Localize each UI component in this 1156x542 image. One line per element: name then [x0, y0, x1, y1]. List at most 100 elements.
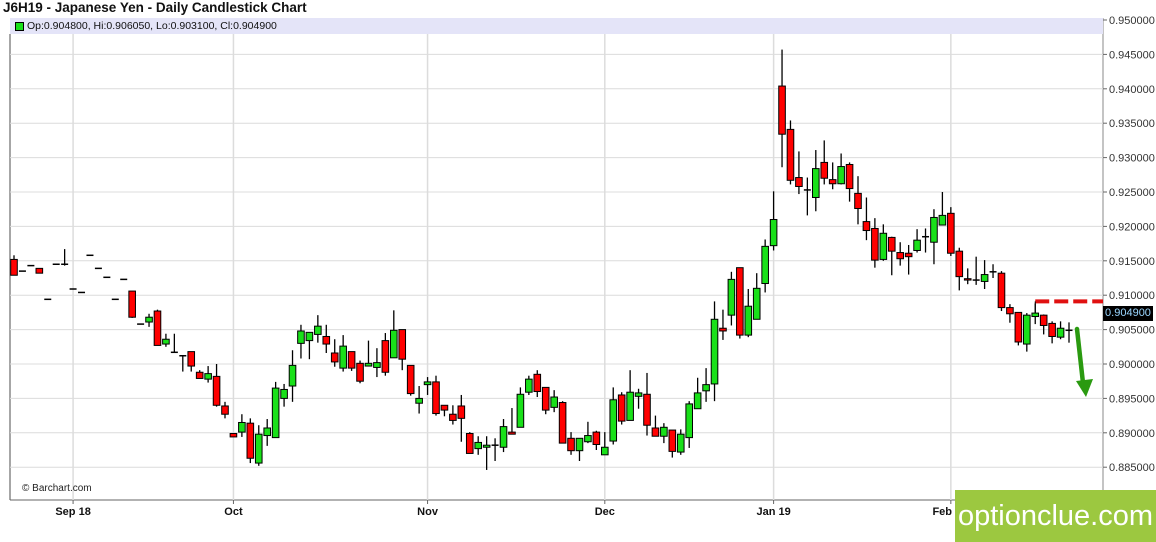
- candle-body: [1039, 314, 1048, 326]
- candle-body: [963, 278, 972, 281]
- ohlc-info-bar: Op:0.904800, Hi:0.906050, Lo:0.903100, C…: [10, 18, 1103, 34]
- candle-body: [373, 362, 381, 368]
- candle-body: [187, 351, 196, 367]
- candle-body: [930, 216, 938, 243]
- candle-body: [947, 212, 955, 254]
- candle: [955, 247, 964, 291]
- candle: [660, 423, 668, 444]
- candle: [938, 192, 947, 226]
- candle: [499, 419, 508, 453]
- candle: [339, 335, 347, 372]
- candle-body: [1056, 327, 1065, 338]
- y-tick-label: 0.900000: [1109, 359, 1155, 371]
- candle: [246, 418, 255, 464]
- ohlc-readout: Op:0.904800, Hi:0.906050, Lo:0.903100, C…: [27, 20, 277, 32]
- candle: [786, 120, 795, 185]
- candle-body: [347, 351, 356, 369]
- candle: [617, 392, 626, 425]
- candle-body: [288, 364, 297, 387]
- candle-body: [1023, 314, 1031, 345]
- annotations: [1034, 299, 1103, 397]
- candle-body: [474, 441, 482, 450]
- candle: [904, 244, 913, 275]
- candle-body: [913, 239, 921, 251]
- candle-body: [314, 325, 322, 335]
- candle-body: [1031, 312, 1040, 318]
- candle: [187, 351, 196, 372]
- candle-body: [634, 392, 643, 397]
- candle-body: [516, 393, 525, 428]
- candle-body: [330, 352, 339, 363]
- y-axis: 0.885000 0.890000 0.895000 0.900000 0.905000…: [1103, 15, 1155, 474]
- candle: [263, 419, 271, 446]
- down-arrow-shaft-icon: [1074, 326, 1086, 386]
- candle: [1014, 311, 1023, 346]
- x-tick-label: Oct: [224, 506, 243, 518]
- x-tick-label: Jan 19: [756, 506, 790, 518]
- candle: [128, 290, 136, 318]
- candle: [415, 386, 423, 414]
- candle: [491, 438, 499, 462]
- barchart-credit[interactable]: © Barchart.com: [22, 483, 92, 494]
- candle: [1039, 314, 1048, 335]
- candle: [862, 197, 871, 241]
- candle: [35, 267, 44, 274]
- candle: [1065, 322, 1073, 343]
- candle-body: [145, 316, 153, 323]
- x-tick-label: Nov: [417, 506, 439, 518]
- candle-body: [955, 250, 964, 278]
- y-tick-label: 0.885000: [1109, 462, 1155, 474]
- candle-body: [263, 427, 271, 437]
- y-tick-label: 0.935000: [1109, 118, 1155, 130]
- candle: [980, 260, 989, 290]
- candle: [702, 368, 710, 402]
- candle-body: [356, 362, 364, 382]
- candle-body: [246, 422, 255, 459]
- candle: [736, 267, 744, 339]
- candle-body: [609, 399, 618, 442]
- candle: [398, 329, 407, 371]
- candle-body: [744, 305, 753, 336]
- candle-body: [541, 386, 550, 411]
- candle: [1023, 313, 1031, 352]
- y-tick-label: 0.915000: [1109, 256, 1155, 268]
- candle: [457, 394, 466, 442]
- candle-body: [643, 393, 651, 426]
- optionclue-watermark: optionclue.com: [955, 490, 1156, 542]
- y-tick-label: 0.910000: [1109, 290, 1155, 302]
- candle: [1006, 304, 1014, 323]
- candle-body: [828, 179, 837, 185]
- candle: [195, 370, 204, 379]
- candle: [550, 390, 558, 413]
- candle-body: [195, 371, 204, 379]
- candle-body: [660, 426, 668, 437]
- candle: [153, 309, 162, 346]
- candle: [162, 333, 170, 347]
- candle-body: [837, 166, 845, 185]
- candle: [845, 162, 854, 202]
- candle: [930, 209, 938, 265]
- candle-body: [1006, 307, 1014, 315]
- gridlines: [9, 18, 1104, 501]
- chart-title: J6H19 - Japanese Yen - Daily Candlestick…: [3, 0, 307, 15]
- candle: [592, 430, 601, 450]
- candle: [61, 249, 69, 266]
- candle: [584, 421, 592, 444]
- candle: [297, 324, 305, 359]
- candle: [406, 364, 415, 396]
- candle: [212, 364, 221, 407]
- candle: [423, 377, 432, 395]
- candle-body: [423, 381, 432, 386]
- x-tick-label: Sep 18: [55, 506, 90, 518]
- candle-body: [221, 405, 229, 415]
- y-tick-label: 0.930000: [1109, 153, 1155, 165]
- candle-body: [162, 338, 170, 345]
- candle: [752, 273, 761, 320]
- candle: [812, 150, 820, 212]
- candle-body: [1014, 311, 1023, 343]
- candle-body: [769, 219, 778, 247]
- candle-body: [525, 378, 533, 393]
- candle-body: [432, 381, 440, 415]
- candle: [238, 414, 246, 437]
